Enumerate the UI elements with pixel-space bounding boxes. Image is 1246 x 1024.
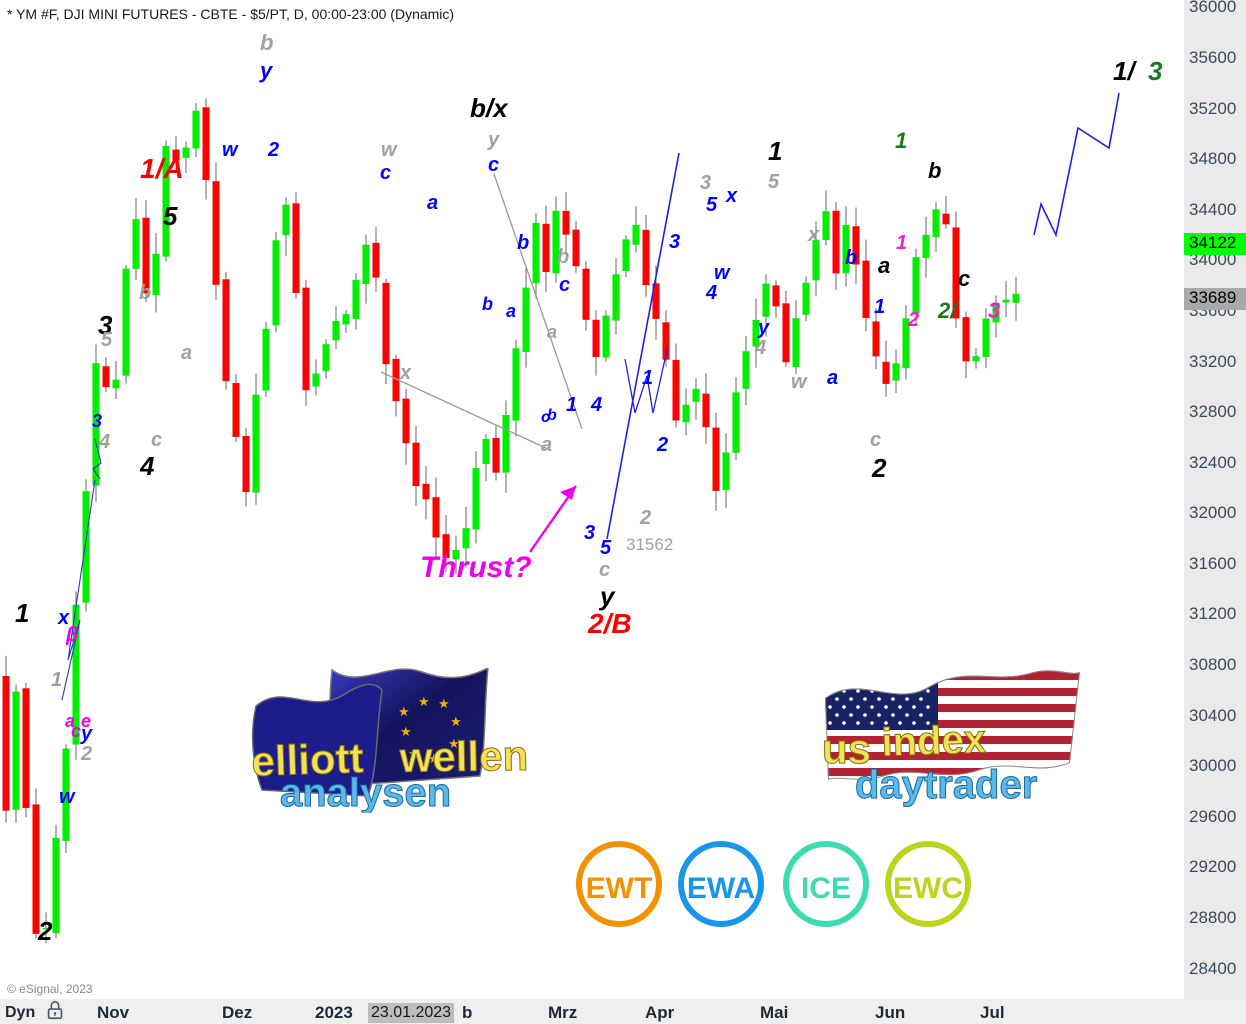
svg-text:daytrader: daytrader [855, 763, 1037, 807]
svg-text:★: ★ [418, 694, 430, 709]
svg-text:EWA: EWA [687, 872, 755, 905]
svg-text:★: ★ [398, 704, 410, 719]
svg-text:EWC: EWC [893, 872, 963, 905]
svg-text:EWT: EWT [586, 872, 653, 905]
svg-text:★: ★ [450, 714, 462, 729]
svg-text:ICE: ICE [801, 872, 851, 905]
svg-text:index: index [881, 717, 987, 765]
svg-text:★: ★ [438, 696, 450, 711]
svg-text:analysen: analysen [280, 771, 451, 813]
